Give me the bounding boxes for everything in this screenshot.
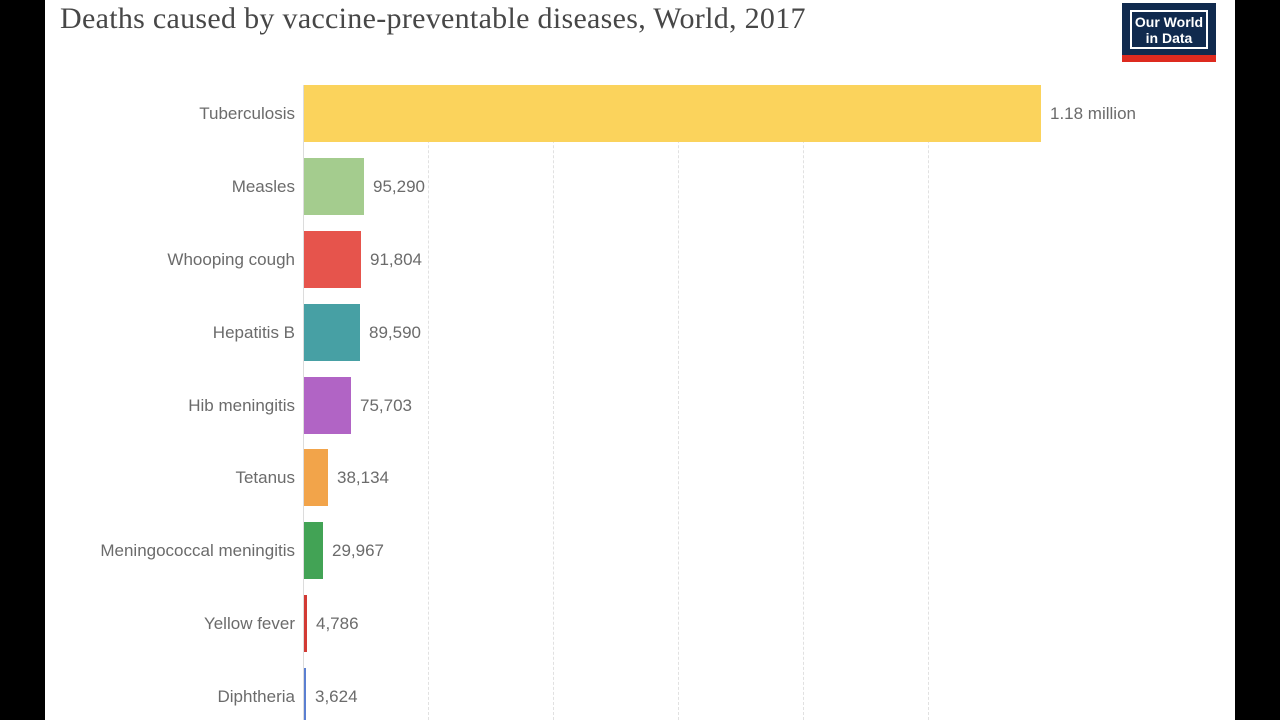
bar (304, 158, 364, 215)
value-label: 38,134 (337, 468, 389, 487)
bar (304, 668, 306, 720)
value-label: 4,786 (316, 614, 359, 633)
category-label: Hib meningitis (188, 396, 295, 415)
category-label: Diphtheria (217, 687, 296, 706)
bar (304, 377, 351, 434)
pillarbox-right (1235, 0, 1280, 720)
bar (304, 522, 323, 579)
category-label: Measles (231, 177, 295, 196)
value-label: 89,590 (369, 323, 421, 342)
category-label: Meningococcal meningitis (100, 541, 295, 560)
gridline (428, 85, 429, 720)
bar (304, 85, 1041, 142)
gridline (678, 85, 679, 720)
value-label: 29,967 (332, 541, 384, 560)
category-label: Tuberculosis (199, 104, 295, 123)
value-label: 95,290 (373, 177, 425, 196)
bar (304, 449, 328, 506)
owid-logo: Our World in Data (1122, 3, 1216, 62)
value-label: 1.18 million (1050, 104, 1136, 123)
value-label: 91,804 (370, 250, 422, 269)
category-label: Hepatitis B (212, 323, 295, 342)
bar (304, 231, 361, 288)
bar (304, 595, 307, 652)
category-label: Whooping cough (167, 250, 295, 269)
value-label: 3,624 (315, 687, 358, 706)
owid-logo-stripe (1122, 55, 1216, 62)
bar (304, 304, 360, 361)
gridline (803, 85, 804, 720)
chart-title: Deaths caused by vaccine-preventable dis… (60, 2, 806, 35)
owid-logo-line2: in Data (1145, 29, 1193, 46)
value-label: 75,703 (360, 396, 412, 415)
gridline (553, 85, 554, 720)
owid-logo-textbox: Our World in Data (1130, 10, 1208, 49)
owid-logo-line1: Our World (1134, 13, 1204, 30)
category-label: Tetanus (235, 468, 295, 487)
gridline (928, 85, 929, 720)
category-label: Yellow fever (203, 614, 295, 633)
pillarbox-left (0, 0, 45, 720)
y-axis-line (303, 85, 304, 720)
